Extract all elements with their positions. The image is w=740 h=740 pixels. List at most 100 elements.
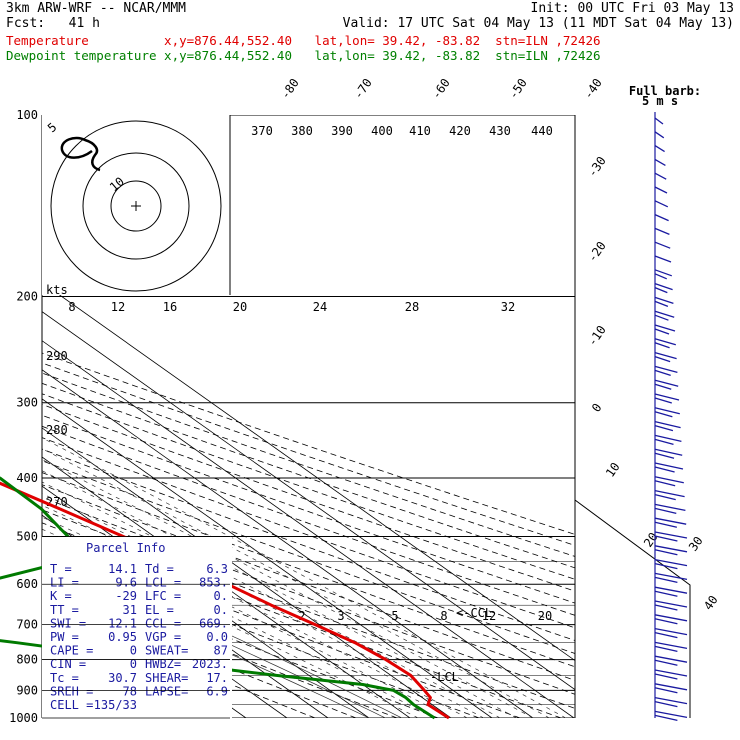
hodograph-speed-label: 16 xyxy=(163,300,177,314)
wind-barb xyxy=(654,631,678,639)
wind-key-unit: 5 m s xyxy=(642,94,678,108)
parcel-param-value: 9.6 xyxy=(115,576,137,590)
theta-label: 390 xyxy=(331,124,353,138)
isotherm-line xyxy=(42,311,575,691)
valid-time: Valid: 17 UTC Sat 04 May 13 (11 MDT Sat … xyxy=(342,16,734,31)
wind-barb xyxy=(654,655,688,663)
parcel-param-name: CAPE = xyxy=(50,644,93,658)
wind-barb xyxy=(654,214,669,222)
wind-barb xyxy=(654,282,673,291)
theta-label: 370 xyxy=(251,124,273,138)
wind-barb xyxy=(654,627,688,636)
isotherm-label: 30 xyxy=(686,534,706,554)
wind-barb xyxy=(654,535,678,542)
parcel-param-name: EL = xyxy=(145,603,174,617)
parcel-param-name: CIN = xyxy=(50,657,86,671)
wind-barb xyxy=(654,683,688,691)
wind-barb xyxy=(654,145,665,153)
wind-barb xyxy=(654,369,671,377)
parcel-param-name: SWI = xyxy=(50,616,86,630)
wind-barb xyxy=(654,590,678,597)
parcel-param-value: 0 xyxy=(130,644,137,658)
wind-barb xyxy=(654,383,672,390)
mixing-ratio-label: 8 xyxy=(440,609,447,623)
wind-barb xyxy=(654,452,675,459)
hodograph-speed-label: 24 xyxy=(313,300,327,314)
wind-barb xyxy=(654,273,668,280)
wind-barb xyxy=(654,351,677,360)
wind-barb xyxy=(654,545,688,553)
wind-barb xyxy=(654,296,674,305)
wind-panel-frame xyxy=(574,499,691,718)
wind-barb xyxy=(654,673,678,680)
wind-barb xyxy=(654,200,669,208)
wind-barb xyxy=(654,117,664,125)
wind-barb xyxy=(654,466,675,473)
wind-barb xyxy=(654,562,678,570)
parcel-param-name: T = xyxy=(50,562,72,576)
wind-barb xyxy=(654,517,687,525)
wind-barb xyxy=(654,448,683,456)
isotherm-line xyxy=(42,340,575,718)
isotherm-label: -10 xyxy=(585,323,609,349)
wind-barb xyxy=(654,641,688,650)
wind-barb xyxy=(654,558,688,567)
wind-barb xyxy=(654,659,678,666)
wind-barb xyxy=(654,710,688,719)
forecast-hour: Fcst: 41 h xyxy=(6,16,100,31)
isotherm-line xyxy=(42,456,411,718)
wind-barb xyxy=(654,576,678,584)
wind-barb xyxy=(654,521,677,528)
init-time: Init: 00 UTC Fri 03 May 13 xyxy=(530,1,735,16)
parcel-param-value: 2023. xyxy=(192,657,228,671)
wind-barb xyxy=(654,158,666,166)
wind-barb xyxy=(654,476,684,484)
wind-barb xyxy=(654,700,678,708)
hodograph-speed-label: 32 xyxy=(501,300,515,314)
dry-adiabat xyxy=(42,437,575,629)
wind-barb xyxy=(654,338,676,346)
mixing-ratio-label: 2 xyxy=(298,609,305,623)
wind-barb xyxy=(654,365,678,374)
wind-barb xyxy=(654,342,670,349)
parcel-param-value: 0. xyxy=(214,603,228,617)
parcel-param-value: 87 xyxy=(214,644,228,658)
parcel-param-name: PW = xyxy=(50,630,79,644)
dry-adiabat-label: 280 xyxy=(46,423,68,437)
isotherm-label: 20 xyxy=(641,530,661,550)
pressure-tick-label: 300 xyxy=(16,396,38,410)
parcel-param-name: CELL = xyxy=(50,698,93,712)
parcel-param-value: 78 xyxy=(123,684,137,698)
parcel-param-name: CCL = xyxy=(145,616,181,630)
wind-barb xyxy=(654,600,688,608)
dewpoint-profile xyxy=(0,476,436,720)
dry-adiabat xyxy=(42,472,575,668)
pressure-tick-label: 400 xyxy=(16,471,38,485)
isotherm-line xyxy=(42,398,493,718)
theta-label: 420 xyxy=(449,124,471,138)
parcel-param-name: LCL = xyxy=(145,576,181,590)
wind-barb xyxy=(654,549,678,556)
wind-barb xyxy=(654,604,678,611)
parcel-param-value: 6.9 xyxy=(206,684,228,698)
isotherm-label: 40 xyxy=(701,593,721,613)
hodograph-speed-label: 20 xyxy=(233,300,247,314)
parcel-param-value: 31 xyxy=(123,603,137,617)
wind-barb xyxy=(654,645,678,653)
wind-barb xyxy=(654,411,673,418)
wind-barb xyxy=(654,172,667,180)
dry-adiabat xyxy=(42,522,562,718)
isotherm-label: -20 xyxy=(585,239,609,265)
hodograph-trace xyxy=(60,136,101,172)
pressure-tick-label: 500 xyxy=(16,529,38,543)
isotherm-line xyxy=(42,282,575,662)
parcel-param-value: 0.95 xyxy=(108,630,137,644)
theta-label: 430 xyxy=(489,124,511,138)
hodograph-speed-label: 12 xyxy=(111,300,125,314)
dry-adiabat xyxy=(42,393,575,580)
parcel-param-value: 17. xyxy=(206,671,228,685)
parcel-param-value: 30.7 xyxy=(108,671,137,685)
parcel-param-value: 853. xyxy=(199,576,228,590)
model-title: 3km ARW-WRF -- NCAR/MMM xyxy=(6,1,187,16)
lcl-marker: -LCL xyxy=(430,670,459,684)
